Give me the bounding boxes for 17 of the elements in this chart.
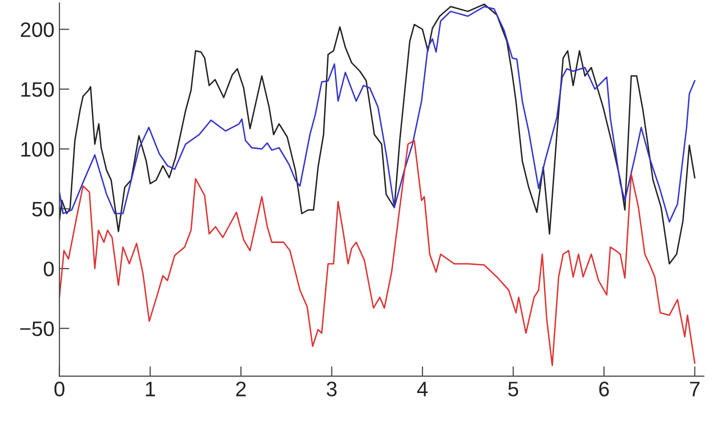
x-tick-label: 2: [236, 382, 246, 396]
y-tick-label: 150: [21, 82, 54, 97]
y-tick-label: 50: [32, 202, 54, 217]
line-series: [59, 4, 696, 264]
y-tick-label: −50: [20, 321, 54, 336]
x-tick-label: 0: [54, 382, 64, 396]
y-tick-label: 100: [21, 142, 54, 157]
x-tick-label: 3: [326, 382, 337, 396]
line-series: [59, 140, 696, 366]
line-series: [59, 6, 696, 223]
x-tick-label: 7: [690, 382, 700, 396]
x-tick-label: 1: [146, 382, 155, 396]
x-tick-label: 5: [508, 382, 518, 396]
y-tick-label: 0: [44, 262, 54, 276]
y-tick-label: 200: [20, 22, 54, 38]
x-tick-label: 4: [417, 382, 428, 396]
x-tick-label: 6: [599, 382, 609, 396]
